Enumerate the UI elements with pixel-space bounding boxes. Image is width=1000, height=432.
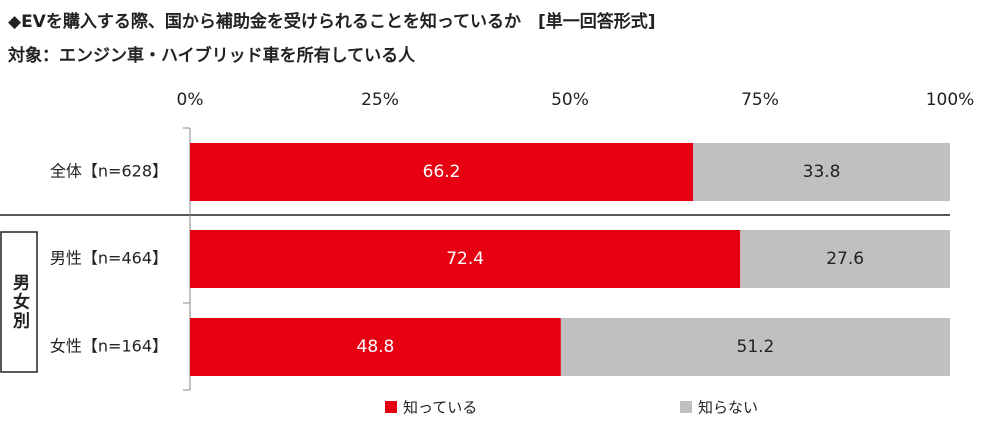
chart-subtitle: 対象：エンジン車・ハイブリッド車を所有している人 <box>7 45 416 66</box>
category-label: 女性【n=164】 <box>50 337 168 356</box>
group-label: 男女別 <box>9 273 31 330</box>
bar-segment <box>740 230 950 288</box>
category-label: 全体【n=628】 <box>50 162 168 181</box>
x-tick-label: 0% <box>177 90 204 110</box>
group-box <box>0 231 38 373</box>
x-tick-label: 100% <box>926 90 975 110</box>
data-label: 72.4 <box>446 249 484 269</box>
data-label: 66.2 <box>423 162 461 182</box>
legend-label: 知っている <box>403 399 477 417</box>
category-label: 男性【n=464】 <box>50 249 168 268</box>
chart-title: ◆EVを購入する際、国から補助金を受けられることを知っているか [単一回答形式] <box>8 11 656 32</box>
bar-segment <box>693 143 950 201</box>
x-tick-label: 75% <box>741 90 779 110</box>
data-label: 27.6 <box>826 249 864 269</box>
legend-swatch <box>385 401 397 413</box>
data-label: 48.8 <box>357 337 395 357</box>
data-label: 51.2 <box>737 337 775 357</box>
x-tick-label: 25% <box>361 90 399 110</box>
bar-segment <box>190 318 561 376</box>
bar-segment <box>190 230 741 288</box>
bar-segment <box>190 143 694 201</box>
legend-label: 知らない <box>698 399 758 417</box>
data-label: 33.8 <box>803 162 841 182</box>
x-tick-label: 50% <box>551 90 589 110</box>
legend-swatch <box>680 401 692 413</box>
bar-segment <box>560 318 950 376</box>
